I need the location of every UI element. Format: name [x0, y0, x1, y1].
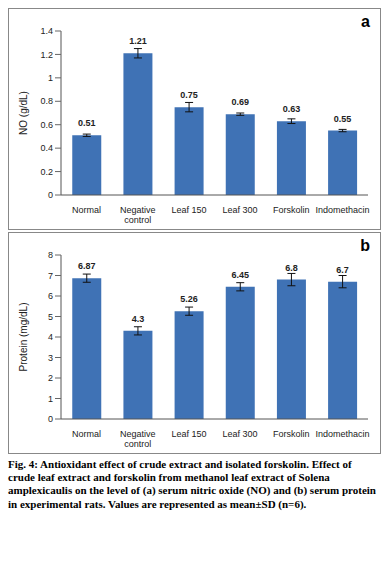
svg-text:Indomethacin: Indomethacin [315, 205, 369, 215]
svg-text:1.4: 1.4 [40, 26, 53, 36]
svg-text:5.26: 5.26 [180, 294, 198, 304]
svg-text:Leaf 150: Leaf 150 [171, 205, 206, 215]
svg-text:Leaf 150: Leaf 150 [171, 429, 206, 439]
svg-text:Forskolin: Forskolin [273, 205, 310, 215]
svg-text:0.69: 0.69 [231, 97, 249, 107]
svg-text:1.21: 1.21 [129, 36, 147, 46]
html-text:Fig. 4: Antioxidant effect of: Fig. 4: Antioxidant effect of crude extr… [8, 458, 376, 510]
svg-text:Negativecontrol: Negativecontrol [120, 429, 156, 449]
svg-text:NO (g/dL): NO (g/dL) [18, 91, 29, 135]
svg-text:1: 1 [48, 73, 53, 83]
svg-text:1.2: 1.2 [40, 50, 53, 60]
svg-text:3: 3 [48, 353, 53, 363]
svg-text:6.8: 6.8 [285, 263, 298, 273]
svg-text:Normal: Normal [72, 429, 101, 439]
svg-text:4: 4 [48, 332, 53, 342]
svg-text:4.3: 4.3 [132, 314, 145, 324]
svg-text:7: 7 [48, 271, 53, 281]
svg-text:6: 6 [48, 291, 53, 301]
svg-text:0.2: 0.2 [40, 167, 53, 177]
svg-text:Normal: Normal [72, 205, 101, 215]
svg-text:Forskolin: Forskolin [273, 429, 310, 439]
svg-text:6.87: 6.87 [78, 261, 96, 271]
svg-text:0.63: 0.63 [283, 104, 301, 114]
svg-text:0: 0 [48, 190, 53, 200]
svg-text:0.75: 0.75 [180, 90, 198, 100]
svg-text:Leaf 300: Leaf 300 [223, 205, 258, 215]
svg-text:Protein (mg/dL): Protein (mg/dL) [18, 303, 29, 372]
svg-text:0: 0 [48, 414, 53, 424]
svg-text:2: 2 [48, 373, 53, 383]
svg-text:8: 8 [48, 250, 53, 260]
svg-text:5: 5 [48, 312, 53, 322]
html-text:b: b [360, 237, 370, 254]
svg-text:0.55: 0.55 [334, 114, 352, 124]
svg-text:0.8: 0.8 [40, 96, 53, 106]
svg-text:Negativecontrol: Negativecontrol [120, 205, 156, 225]
svg-text:1: 1 [48, 394, 53, 404]
svg-text:0.51: 0.51 [78, 118, 96, 128]
svg-text:0.6: 0.6 [40, 120, 53, 130]
svg-text:Leaf 300: Leaf 300 [223, 429, 258, 439]
svg-text:6.45: 6.45 [231, 270, 249, 280]
svg-text:0.4: 0.4 [40, 143, 53, 153]
svg-text:6.7: 6.7 [336, 265, 349, 275]
html-text:a: a [361, 13, 370, 30]
svg-text:Indomethacin: Indomethacin [315, 429, 369, 439]
